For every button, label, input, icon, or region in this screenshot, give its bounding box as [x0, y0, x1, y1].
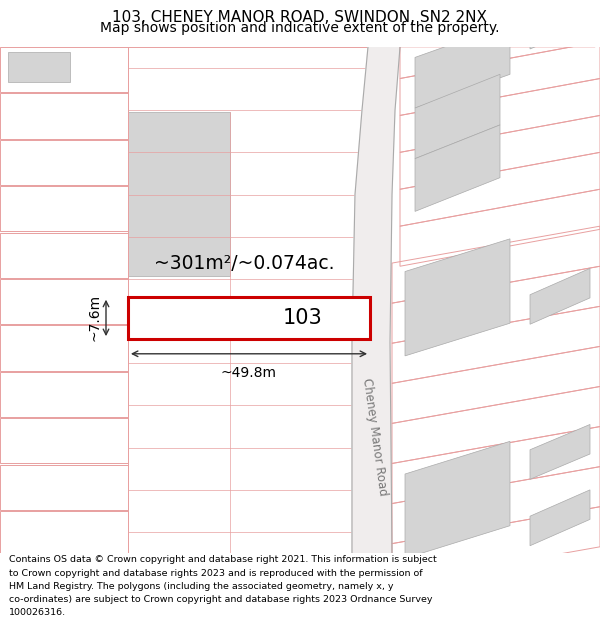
Text: 103, CHENEY MANOR ROAD, SWINDON, SN2 2NX: 103, CHENEY MANOR ROAD, SWINDON, SN2 2NX: [113, 10, 487, 25]
Bar: [128, 47, 370, 553]
Bar: [0, 186, 128, 231]
Bar: [0, 325, 128, 371]
Text: ~49.8m: ~49.8m: [221, 366, 277, 381]
Bar: [0, 418, 128, 464]
Bar: [0, 511, 128, 556]
Text: to Crown copyright and database rights 2023 and is reproduced with the permissio: to Crown copyright and database rights 2…: [9, 569, 422, 578]
Bar: [128, 297, 370, 339]
Polygon shape: [530, 424, 590, 479]
Text: ~7.6m: ~7.6m: [88, 294, 102, 341]
Polygon shape: [530, 490, 590, 546]
Bar: [0, 232, 128, 278]
Bar: [0, 372, 128, 417]
Text: 100026316.: 100026316.: [9, 609, 66, 618]
Polygon shape: [530, 268, 590, 324]
Bar: [0, 464, 128, 510]
Text: Contains OS data © Crown copyright and database right 2021. This information is : Contains OS data © Crown copyright and d…: [9, 555, 437, 564]
Polygon shape: [405, 441, 510, 558]
Bar: [8, 52, 70, 82]
Polygon shape: [530, 0, 580, 49]
Text: ~301m²/~0.074ac.: ~301m²/~0.074ac.: [154, 254, 334, 272]
Text: Cheney Manor Road: Cheney Manor Road: [360, 378, 390, 497]
Text: Map shows position and indicative extent of the property.: Map shows position and indicative extent…: [100, 21, 500, 35]
Polygon shape: [415, 74, 500, 159]
Text: HM Land Registry. The polygons (including the associated geometry, namely x, y: HM Land Registry. The polygons (includin…: [9, 582, 394, 591]
Polygon shape: [405, 239, 510, 356]
Bar: [0, 93, 128, 139]
Text: 103: 103: [283, 308, 322, 328]
Polygon shape: [415, 24, 510, 108]
Polygon shape: [415, 125, 500, 211]
Bar: [128, 112, 230, 276]
Bar: [0, 47, 128, 92]
Bar: [0, 279, 128, 324]
Polygon shape: [352, 47, 400, 553]
Bar: [0, 139, 128, 185]
Text: co-ordinates) are subject to Crown copyright and database rights 2023 Ordnance S: co-ordinates) are subject to Crown copyr…: [9, 595, 433, 604]
